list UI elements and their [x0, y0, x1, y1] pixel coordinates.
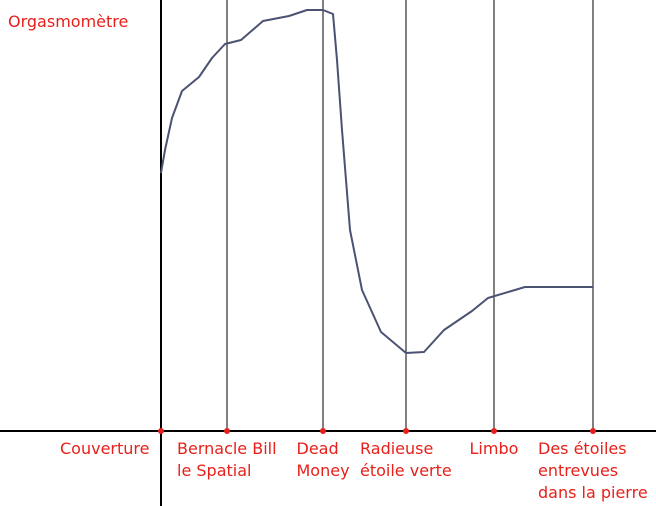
x-tick-label: Limbo [469, 439, 519, 458]
x-tick-label: Couverture [60, 439, 150, 458]
tick-mark [491, 428, 497, 434]
x-tick-label: Dead Money [296, 439, 350, 480]
x-tick-label: Des étoiles entrevues dans la pierre [538, 439, 648, 502]
data-line [160, 9, 593, 354]
tick-mark [224, 428, 230, 434]
tick-mark [320, 428, 326, 434]
x-tick-label: Bernacle Bill le Spatial [177, 439, 277, 480]
tick-mark [403, 428, 409, 434]
chart-title: Orgasmomètre [8, 12, 129, 31]
marks [158, 9, 596, 434]
x-tick-label: Radieuse étoile verte [360, 439, 452, 480]
tick-mark [590, 428, 596, 434]
grid [226, 0, 594, 431]
tick-mark [158, 428, 164, 434]
